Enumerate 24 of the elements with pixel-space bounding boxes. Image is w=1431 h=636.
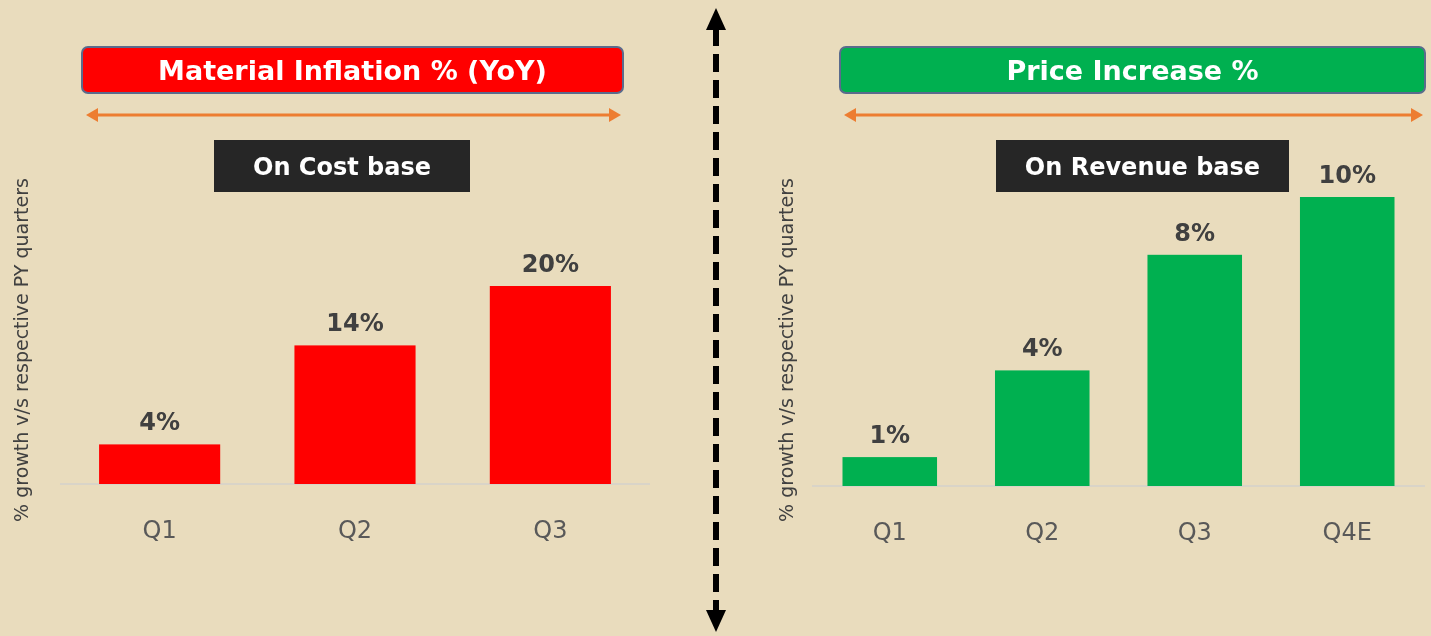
bar (842, 457, 938, 486)
chart-title: Price Increase % (1006, 55, 1259, 86)
data-label: 14% (326, 309, 384, 338)
y-axis-title: % growth v/s respective PY quarters (10, 178, 32, 522)
data-label: 8% (1174, 218, 1216, 247)
data-label: 1% (869, 421, 911, 450)
x-tick-label: Q4E (1322, 518, 1372, 546)
data-label: 20% (521, 250, 580, 278)
data-label: 10% (1318, 161, 1376, 189)
x-tick-label: Q1 (872, 518, 907, 546)
chart-subtitle: On Revenue base (1024, 153, 1261, 181)
chart-title: Material Inflation % (YoY) (158, 55, 547, 86)
x-tick-label: Q3 (1177, 518, 1212, 546)
data-label: 4% (1021, 334, 1063, 363)
bar (1299, 197, 1395, 486)
bar (994, 370, 1090, 486)
bar (1147, 254, 1243, 486)
x-tick-label: Q1 (142, 516, 177, 544)
x-tick-label: Q2 (1025, 518, 1060, 546)
chart-subtitle: On Cost base (253, 153, 431, 181)
data-label: 4% (139, 408, 181, 437)
y-axis-title: % growth v/s respective PY quarters (775, 178, 797, 522)
x-tick-label: Q2 (337, 516, 373, 544)
x-tick-label: Q3 (533, 516, 568, 544)
